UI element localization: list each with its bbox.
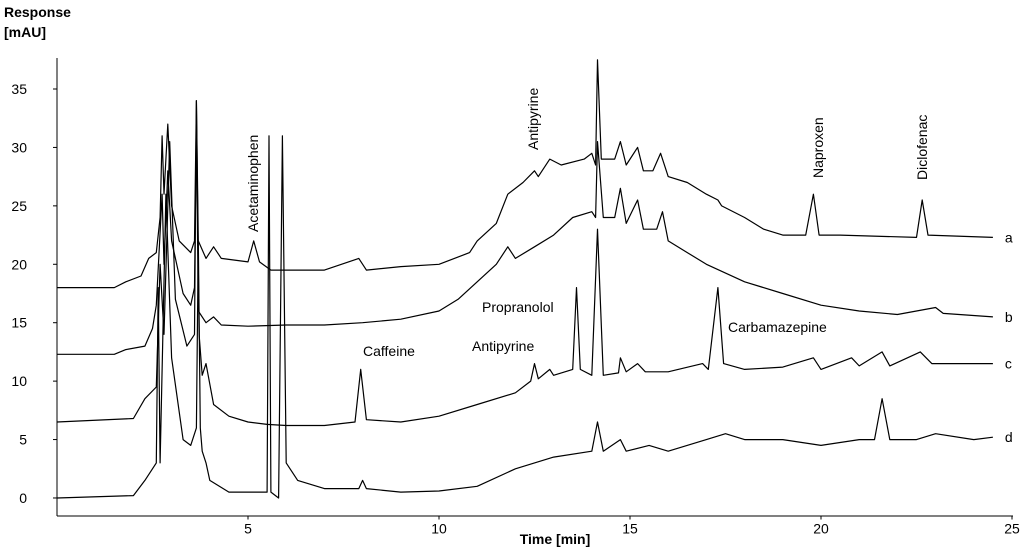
y-tick-label: 20 — [11, 256, 27, 272]
peak-annotation: Naproxen — [810, 117, 826, 178]
series-line — [56, 135, 993, 499]
x-tick-label: 20 — [813, 521, 829, 537]
x-tick-label: 10 — [431, 521, 447, 537]
peak-annotation: Caffeine — [363, 343, 415, 359]
y-tick-label: 15 — [11, 315, 27, 331]
peak-annotation: Propranolol — [482, 299, 554, 315]
y-axis-title: Response — [4, 4, 71, 20]
x-tick-label: 15 — [622, 521, 638, 537]
series-label: b — [1005, 309, 1013, 325]
y-tick-label: 25 — [11, 198, 27, 214]
x-tick-label: 5 — [244, 521, 252, 537]
peak-annotation: Antipyrine — [525, 88, 541, 150]
x-axis-title: Time [min] — [520, 531, 591, 547]
y-tick-label: 5 — [19, 432, 27, 448]
y-tick-label: 35 — [11, 81, 27, 97]
series-label: d — [1005, 429, 1013, 445]
y-tick-label: 10 — [11, 373, 27, 389]
series-label: a — [1005, 229, 1013, 245]
peak-annotation: Diclofenac — [914, 115, 930, 180]
y-tick-label: 30 — [11, 139, 27, 155]
series-line — [57, 123, 993, 355]
y-tick-label: 0 — [19, 490, 27, 506]
y-axis-title: [mAU] — [4, 24, 46, 40]
peak-annotation: Antipyrine — [472, 338, 534, 354]
series-label: c — [1005, 356, 1012, 372]
x-tick-label: 25 — [1004, 521, 1020, 537]
series-line — [57, 59, 993, 289]
peak-annotation: Acetaminophen — [245, 135, 261, 232]
peak-annotation: Carbamazepine — [728, 319, 827, 335]
series-line — [56, 100, 993, 427]
